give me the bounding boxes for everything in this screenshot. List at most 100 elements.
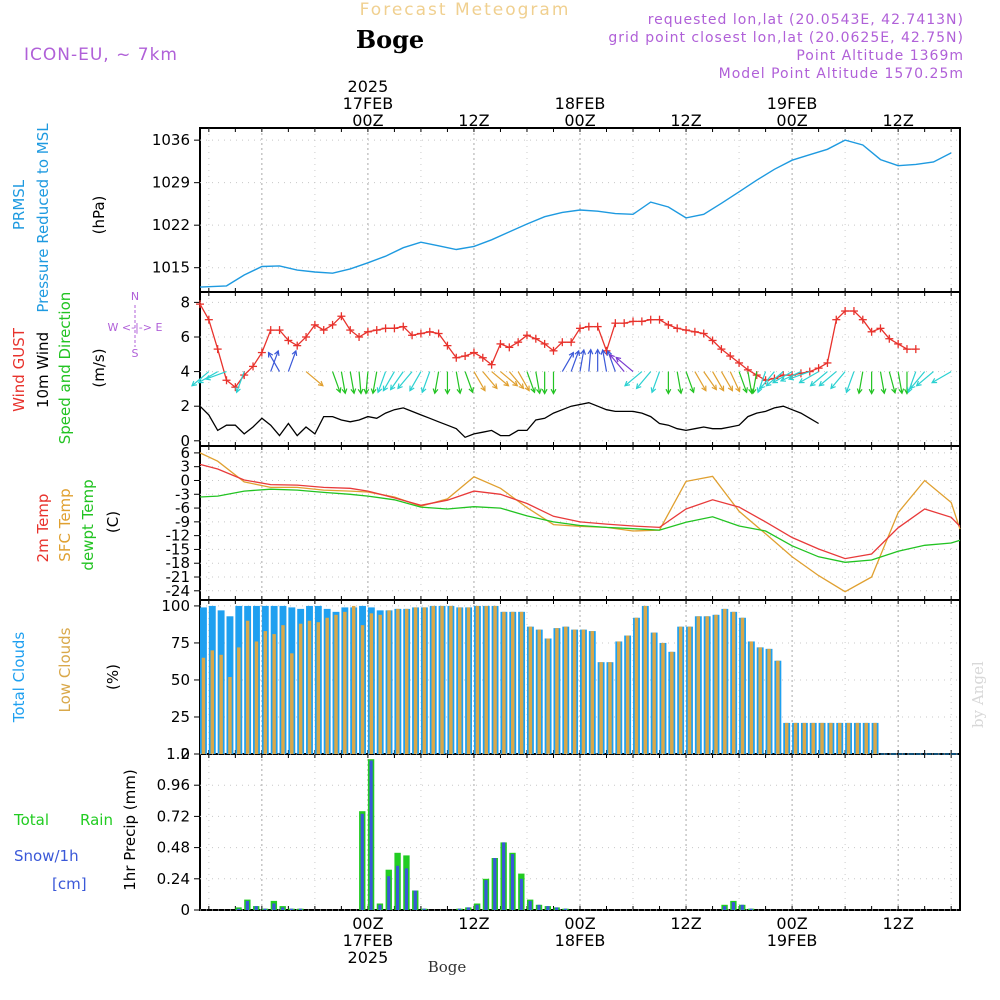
low-cloud-bar xyxy=(343,611,347,754)
low-cloud-bar xyxy=(723,608,727,754)
snow-bar xyxy=(528,900,532,910)
wind-arrow xyxy=(703,371,717,390)
wind-arrow-head xyxy=(891,387,897,395)
y-tick-label: 6 xyxy=(180,328,190,346)
bottom-time-label: 2025 xyxy=(348,948,389,967)
wind-arrow-head xyxy=(317,380,324,387)
low-cloud-bar xyxy=(670,651,674,754)
wind-arrow xyxy=(500,371,518,387)
wind-arrow xyxy=(331,371,341,393)
wind-arrow-head xyxy=(397,383,403,390)
wind-arrow xyxy=(879,371,885,394)
wind-arrow-head xyxy=(650,387,657,394)
wind-arrow-head xyxy=(587,348,594,355)
low-cloud-bar xyxy=(245,620,250,754)
low-cloud-bar xyxy=(564,626,568,754)
wind-arrow-head xyxy=(771,378,779,384)
low-cloud-bar xyxy=(396,608,400,754)
snow-bar xyxy=(272,903,276,910)
low-cloud-bar xyxy=(413,607,418,754)
wind-arrow xyxy=(588,349,592,372)
low-cloud-bar xyxy=(378,614,382,754)
low-cloud-bar xyxy=(625,635,630,754)
dewpoint-line xyxy=(199,488,961,563)
wind-arrow-head xyxy=(580,348,586,355)
wind-arrow xyxy=(421,371,431,393)
low-cloud-bar xyxy=(237,647,241,754)
y-tick-label: 1022 xyxy=(152,216,190,234)
wind-arrow xyxy=(615,356,634,373)
wind-arrow xyxy=(757,371,767,393)
wind-arrow xyxy=(729,371,741,392)
wind-arrow xyxy=(561,352,574,372)
wind-arrow-head xyxy=(635,383,642,390)
bottom-time-label: 00Z xyxy=(564,914,595,933)
low-cloud-bar xyxy=(422,607,427,754)
low-cloud-bar xyxy=(546,638,550,754)
wind-arrow xyxy=(287,350,297,372)
super-title: Forecast Meteogram xyxy=(360,0,571,20)
low-cloud-bar xyxy=(466,607,471,754)
sfc-temp-line xyxy=(199,452,961,593)
wind-arrow-head xyxy=(568,351,574,358)
low-cloud-bar xyxy=(873,722,877,754)
snow-bar xyxy=(263,908,267,910)
y-tick-label: 0.48 xyxy=(157,839,190,857)
gust-line xyxy=(199,303,916,389)
y-tick-label: 50 xyxy=(171,671,190,689)
wind-arrow xyxy=(907,371,917,393)
low-cloud-bar xyxy=(820,722,824,754)
low-cloud-bar xyxy=(617,641,621,754)
wind-arrow xyxy=(752,371,758,394)
wind-arrow xyxy=(910,371,926,389)
low-cloud-bar xyxy=(555,628,559,754)
model-label: ICON-EU, ~ 7km xyxy=(24,45,178,65)
y-tick-label: 100 xyxy=(161,597,190,615)
low-cloud-bar xyxy=(802,722,807,754)
wind-arrow-head xyxy=(357,388,364,395)
wind-arrow xyxy=(897,371,903,394)
low-cloud-bar xyxy=(758,647,762,754)
low-cloud-bar xyxy=(272,634,276,754)
low-cloud-bar xyxy=(290,653,294,754)
wind-arrow xyxy=(609,354,625,372)
wind-arrow-head xyxy=(677,388,684,395)
low-cloud-bar xyxy=(404,608,409,754)
wind-arrow xyxy=(409,371,422,391)
wind-arrow xyxy=(676,371,682,394)
wind-arrow-head xyxy=(856,388,863,395)
wind-arrow xyxy=(602,349,608,372)
wind-arrow xyxy=(888,371,896,394)
wind-arrow xyxy=(526,371,536,393)
cloud-label-a: Total Clouds xyxy=(10,632,28,724)
wind-unit: (m/s) xyxy=(90,348,108,387)
snow-bar xyxy=(475,904,479,910)
y-tick-label: 1015 xyxy=(152,259,190,277)
precip-label-d: [cm] xyxy=(52,875,87,893)
low-cloud-bar xyxy=(228,677,232,754)
snow-bar xyxy=(502,842,506,910)
low-cloud-bar xyxy=(838,722,842,754)
low-cloud-bar xyxy=(351,605,356,754)
wind-arrow xyxy=(305,371,324,387)
wind-arrow xyxy=(772,371,793,384)
top-time-label: 12Z xyxy=(458,111,489,130)
wind-labels: Wind GUST 10m Wind Speed and Direction (… xyxy=(10,290,162,444)
wind-arrow xyxy=(464,371,474,393)
y-tick-label: -21 xyxy=(166,568,191,586)
pressure-label-a: PRMSL xyxy=(10,179,28,230)
low-cloud-bar xyxy=(298,623,303,754)
wind-arrow-head xyxy=(335,387,342,394)
low-cloud-bar xyxy=(369,613,374,754)
y-tick-label: 1029 xyxy=(152,174,190,192)
wind-arrow xyxy=(694,371,707,391)
low-cloud-bar xyxy=(493,605,497,754)
wind-arrow xyxy=(810,371,828,387)
location-title: Boge xyxy=(356,25,424,54)
bottom-time-label: 12Z xyxy=(670,914,701,933)
snow-bar xyxy=(387,876,391,910)
precip-unit: 1hr Precip (mm) xyxy=(121,769,139,890)
low-cloud-bar xyxy=(811,722,815,754)
y-tick-label: 25 xyxy=(171,708,190,726)
low-cloud-bar xyxy=(776,660,780,754)
